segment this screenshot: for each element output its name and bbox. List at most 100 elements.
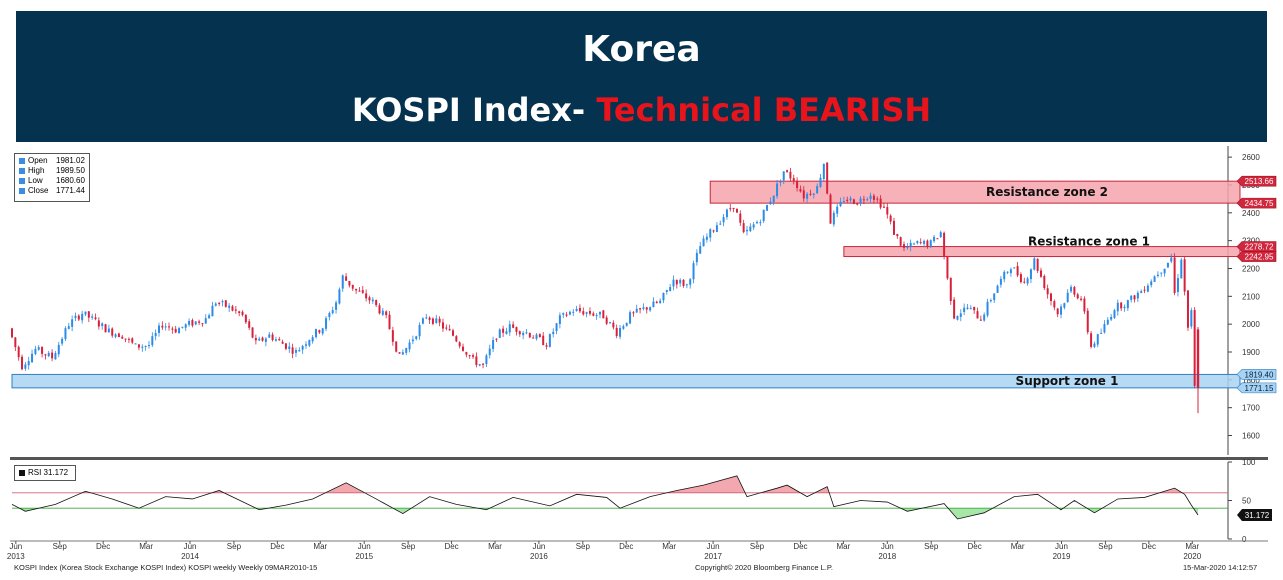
candle-body bbox=[819, 177, 822, 187]
candle-body bbox=[261, 337, 264, 341]
candle-body bbox=[969, 308, 972, 310]
candle-body bbox=[325, 318, 328, 329]
candle-body bbox=[97, 320, 100, 327]
candle-body bbox=[836, 206, 839, 214]
candle-body bbox=[829, 194, 832, 224]
y-tick-label: 2100 bbox=[1242, 292, 1260, 301]
candle-body bbox=[535, 334, 538, 339]
candle-body bbox=[87, 311, 90, 318]
candle-body bbox=[1043, 275, 1046, 289]
candle-body bbox=[622, 326, 625, 329]
candle-body bbox=[742, 223, 745, 233]
candle-body bbox=[629, 312, 632, 324]
legend-label: High bbox=[28, 166, 45, 175]
candle-body bbox=[51, 352, 54, 359]
candle-body bbox=[585, 312, 588, 314]
candle-body bbox=[859, 198, 862, 204]
candle-body bbox=[645, 307, 648, 310]
candle-body bbox=[465, 352, 468, 355]
candle-body bbox=[1066, 292, 1069, 302]
y-tick-label: 1600 bbox=[1242, 432, 1260, 441]
candle-body bbox=[752, 224, 755, 228]
candle-body bbox=[705, 236, 708, 240]
candle-body bbox=[699, 246, 702, 254]
candle-body bbox=[418, 324, 421, 337]
candle-body bbox=[1150, 281, 1153, 286]
candle-body bbox=[679, 279, 682, 284]
rsi-value-tag bbox=[1237, 508, 1272, 521]
resistance-zone bbox=[709, 180, 1241, 204]
candle-body bbox=[869, 195, 872, 200]
x-tick-label: Sep bbox=[576, 542, 591, 551]
candle-body bbox=[939, 232, 942, 238]
candle-body bbox=[882, 206, 885, 208]
candle-body bbox=[956, 316, 959, 320]
candle-body bbox=[368, 297, 371, 301]
candle-body bbox=[802, 190, 805, 199]
price-tag-label: 1771.15 bbox=[1245, 384, 1274, 393]
candle-body bbox=[605, 317, 608, 324]
candle-body bbox=[144, 345, 147, 347]
candle-body bbox=[879, 198, 882, 208]
candle-body bbox=[388, 314, 391, 330]
candle-body bbox=[341, 275, 344, 289]
candle-body bbox=[298, 350, 301, 352]
candle-body bbox=[431, 318, 434, 324]
candle-body bbox=[482, 363, 485, 365]
candle-body bbox=[315, 329, 318, 338]
candle-body bbox=[111, 328, 114, 336]
candle-body bbox=[946, 256, 949, 279]
candle-body bbox=[642, 307, 645, 309]
candle-body bbox=[1193, 310, 1196, 386]
candle-body bbox=[204, 318, 207, 324]
x-year-label: 2020 bbox=[1183, 552, 1201, 561]
candle-body bbox=[966, 307, 969, 309]
x-tick-label: Jun bbox=[358, 542, 371, 551]
candle-body bbox=[1083, 298, 1086, 312]
candle-body bbox=[147, 345, 150, 347]
candle-body bbox=[849, 198, 852, 201]
candle-body bbox=[913, 243, 916, 245]
candle-body bbox=[568, 311, 571, 315]
x-tick-label: Jun bbox=[184, 542, 197, 551]
candle-body bbox=[1036, 258, 1039, 271]
legend-swatch bbox=[19, 178, 25, 184]
x-year-label: 2014 bbox=[181, 552, 199, 561]
candle-body bbox=[134, 343, 137, 345]
candle-body bbox=[662, 292, 665, 301]
candle-body bbox=[301, 346, 304, 350]
candle-body bbox=[64, 328, 67, 340]
candle-body bbox=[151, 336, 154, 346]
candle-body bbox=[619, 327, 622, 337]
candle-body bbox=[655, 301, 658, 303]
candle-body bbox=[441, 322, 444, 329]
candle-body bbox=[1026, 278, 1029, 284]
candle-body bbox=[625, 322, 628, 326]
candle-body bbox=[121, 336, 124, 339]
candle-body bbox=[294, 350, 297, 353]
candle-body bbox=[856, 202, 859, 205]
price-tag-label: 2513.66 bbox=[1245, 177, 1274, 186]
candle-body bbox=[692, 263, 695, 280]
candle-body bbox=[839, 201, 842, 207]
candle-body bbox=[862, 199, 865, 201]
candle-body bbox=[1106, 319, 1109, 325]
candle-body bbox=[381, 310, 384, 315]
candle-body bbox=[933, 236, 936, 242]
candle-body bbox=[391, 330, 394, 342]
x-tick-label: Sep bbox=[1098, 542, 1113, 551]
candle-body bbox=[411, 339, 414, 342]
candle-body bbox=[508, 324, 511, 333]
candle-body bbox=[762, 209, 765, 222]
candle-body bbox=[652, 301, 655, 308]
x-year-label: 2017 bbox=[704, 552, 722, 561]
candle-body bbox=[462, 346, 465, 351]
candle-body bbox=[943, 232, 946, 257]
x-year-label: 2019 bbox=[1053, 552, 1071, 561]
candle-body bbox=[1029, 269, 1032, 280]
candle-body bbox=[732, 207, 735, 209]
candle-body bbox=[779, 181, 782, 183]
candle-body bbox=[1009, 269, 1012, 274]
candle-body bbox=[67, 326, 70, 329]
candle-body bbox=[1116, 302, 1119, 312]
